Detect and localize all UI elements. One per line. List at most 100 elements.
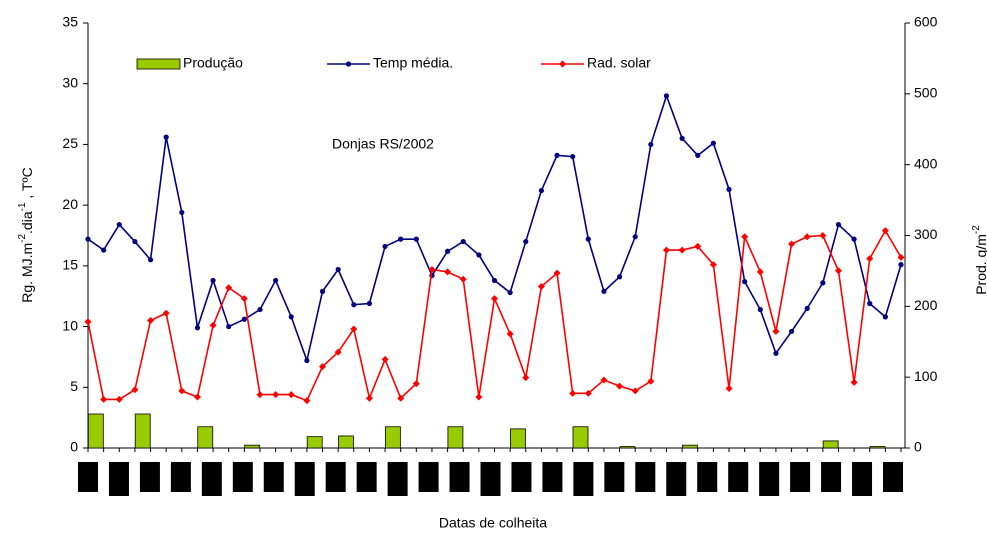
- bar: [244, 444, 261, 449]
- marker: [444, 268, 452, 276]
- redacted-date-label: [573, 462, 594, 496]
- marker: [757, 306, 763, 313]
- marker: [101, 247, 107, 253]
- marker: [570, 153, 576, 160]
- bar: [197, 426, 214, 449]
- annotation: Donjas RS/2002: [332, 136, 434, 152]
- marker: [835, 221, 842, 228]
- marker: [709, 261, 717, 269]
- marker: [193, 393, 201, 401]
- marker: [631, 387, 639, 395]
- marker: [398, 236, 404, 242]
- marker: [209, 321, 217, 329]
- marker: [554, 152, 560, 158]
- redacted-date-label: [201, 462, 222, 496]
- bar: [682, 444, 698, 449]
- marker: [647, 377, 655, 385]
- y-tick-label: 30: [62, 74, 78, 90]
- marker: [132, 238, 138, 245]
- marker: [788, 328, 795, 335]
- marker: [491, 295, 498, 303]
- marker: [179, 209, 185, 216]
- label-part: .dia: [19, 211, 35, 234]
- legend-marker: [559, 60, 566, 68]
- marker: [663, 93, 670, 99]
- y2-tick-label: 400: [914, 155, 938, 171]
- marker: [272, 391, 280, 399]
- marker: [397, 394, 405, 402]
- line: [87, 229, 902, 402]
- redacted-date-label: [759, 462, 780, 496]
- marker: [820, 280, 826, 286]
- bar: [87, 413, 104, 449]
- legend-label: Produção: [183, 55, 243, 71]
- marker: [178, 387, 186, 395]
- marker: [241, 316, 247, 322]
- bar: [338, 435, 354, 449]
- bar: [619, 446, 636, 449]
- marker: [756, 268, 764, 276]
- marker: [147, 257, 154, 263]
- marker: [882, 314, 888, 320]
- marker: [866, 255, 874, 263]
- marker: [679, 135, 685, 141]
- marker: [412, 380, 420, 388]
- redacted-date-label: [883, 462, 903, 492]
- marker: [163, 134, 169, 140]
- marker: [773, 350, 779, 356]
- marker: [804, 305, 810, 311]
- marker: [553, 269, 561, 277]
- bar: [822, 440, 839, 449]
- marker: [601, 288, 607, 294]
- marker: [351, 302, 357, 308]
- marker: [162, 309, 170, 317]
- marker: [694, 242, 702, 250]
- marker: [303, 397, 311, 405]
- marker: [335, 266, 341, 273]
- marker: [803, 233, 811, 241]
- marker: [538, 187, 545, 194]
- legend-swatch: [136, 58, 181, 70]
- redacted-date-label: [418, 462, 439, 492]
- marker: [131, 386, 139, 394]
- x-axis-label: Datas de colheita: [439, 515, 547, 531]
- marker: [194, 325, 201, 331]
- y-tick-label: 0: [70, 439, 78, 455]
- marker: [662, 246, 670, 254]
- redacted-date-label: [635, 462, 656, 492]
- redacted-date-label: [139, 462, 160, 492]
- marker: [569, 389, 577, 397]
- marker: [381, 355, 389, 363]
- marker: [444, 248, 451, 254]
- marker: [851, 236, 857, 242]
- marker: [287, 391, 295, 399]
- redacted-date-label: [542, 462, 563, 492]
- bar: [384, 426, 401, 449]
- marker: [240, 295, 248, 303]
- redacted-date-label: [325, 462, 346, 492]
- marker: [898, 262, 904, 268]
- y-tick-label: 20: [62, 196, 78, 212]
- bar: [510, 428, 526, 449]
- marker: [428, 266, 436, 273]
- redacted-date-label: [78, 462, 98, 492]
- marker: [115, 395, 123, 403]
- redacted-date-label: [108, 462, 129, 496]
- marker: [710, 140, 716, 146]
- marker: [116, 221, 122, 228]
- redacted-date-label: [294, 462, 315, 496]
- marker: [459, 275, 467, 283]
- y2-tick-label: 600: [914, 14, 938, 30]
- redacted-date-label: [170, 462, 191, 492]
- redacted-date-label: [697, 462, 718, 492]
- marker: [365, 394, 373, 402]
- label-sup: -2: [17, 234, 28, 243]
- legend-label: Temp média.: [373, 55, 453, 71]
- marker: [788, 240, 796, 248]
- redacted-date-label: [666, 462, 687, 496]
- marker: [584, 389, 592, 397]
- marker: [522, 374, 530, 382]
- y-tick-label: 15: [62, 257, 78, 273]
- marker: [695, 152, 701, 158]
